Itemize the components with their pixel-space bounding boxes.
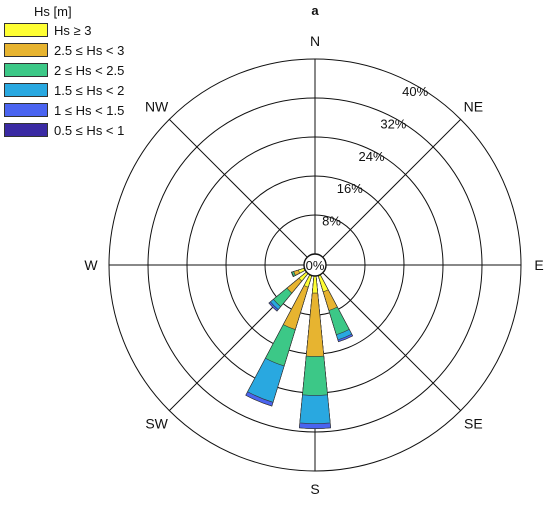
ring-label: 32% (380, 117, 406, 132)
legend-swatch (4, 23, 48, 37)
grid-spoke (322, 272, 462, 412)
chart-title: a (311, 3, 319, 18)
legend-label: 2 ≤ Hs < 2.5 (54, 62, 125, 78)
legend-label: 0.5 ≤ Hs < 1 (54, 122, 125, 138)
legend: Hs [m] Hs ≥ 3 2.5 ≤ Hs < 3 2 ≤ Hs < 2.5 … (4, 4, 124, 140)
legend-label: 2.5 ≤ Hs < 3 (54, 42, 125, 58)
wedge-segment (311, 264, 319, 294)
legend-swatch (4, 103, 48, 117)
direction-label: W (84, 257, 98, 273)
direction-label: SW (145, 415, 168, 431)
legend-swatch (4, 123, 48, 137)
legend-swatch (4, 83, 48, 97)
legend-label: Hs ≥ 3 (54, 22, 92, 38)
wedge-group (245, 253, 354, 429)
legend-swatch (4, 63, 48, 77)
direction-label: N (310, 33, 320, 49)
direction-label: E (534, 257, 543, 273)
legend-item: 1.5 ≤ Hs < 2 (4, 80, 124, 100)
legend-swatch (4, 43, 48, 57)
center-circle (303, 253, 327, 277)
direction-label: S (310, 481, 319, 497)
wedge-segment (305, 264, 325, 357)
legend-item: 2.5 ≤ Hs < 3 (4, 40, 124, 60)
direction-label: SE (464, 415, 483, 431)
legend-label: 1.5 ≤ Hs < 2 (54, 82, 125, 98)
ring-label: 8% (322, 214, 341, 229)
direction-label: NE (464, 99, 483, 115)
label-group: 0% 8% 16% 24% 32% 40% N NE E SE S SW W NW (84, 33, 543, 497)
ring-label: 24% (359, 149, 385, 164)
ring-label: 0% (306, 258, 325, 273)
legend-item: 2 ≤ Hs < 2.5 (4, 60, 124, 80)
direction-label: NW (145, 99, 169, 115)
legend-item: Hs ≥ 3 (4, 20, 124, 40)
ring-label: 16% (337, 181, 363, 196)
legend-label: 1 ≤ Hs < 1.5 (54, 102, 125, 118)
grid-spoke (322, 118, 462, 258)
legend-item: 0.5 ≤ Hs < 1 (4, 120, 124, 140)
grid-spoke (168, 118, 308, 258)
legend-item: 1 ≤ Hs < 1.5 (4, 100, 124, 120)
legend-title: Hs [m] (34, 4, 72, 19)
ring-label: 40% (402, 84, 428, 99)
